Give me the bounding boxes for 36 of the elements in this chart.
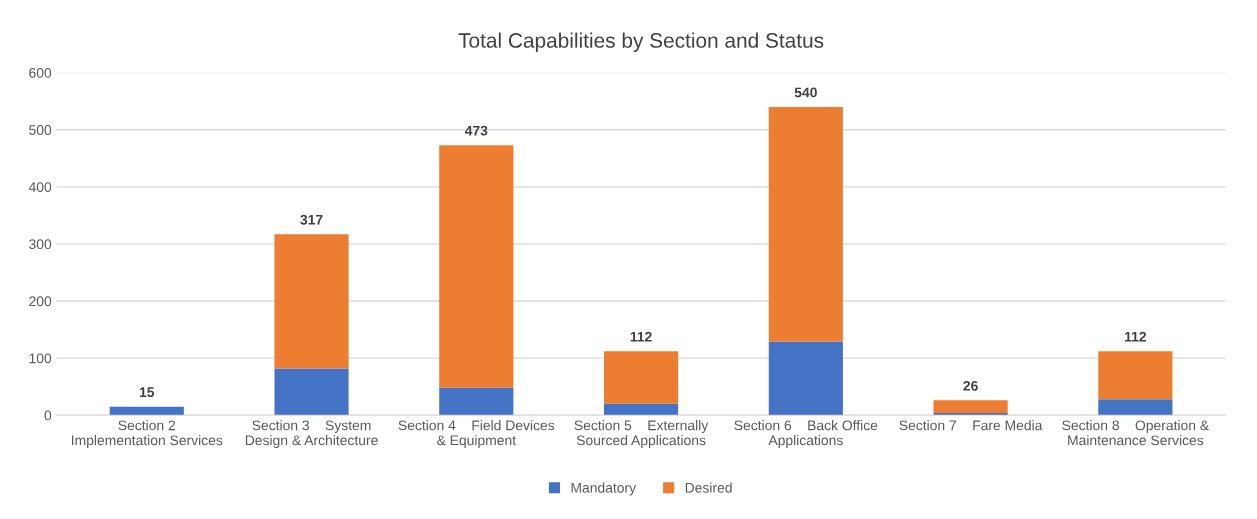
y-tick-label: 500 — [29, 125, 52, 135]
bar — [274, 234, 349, 369]
y-tick-label: 200 — [29, 296, 52, 307]
bar — [768, 106, 843, 342]
y-tick-label: 300 — [29, 239, 52, 250]
x-tick-label: Section 5 Externally Sourced Applications — [574, 420, 709, 448]
x-tick-label: Section 3 System Design & Architecture — [245, 420, 378, 448]
chart-title: Total Capabilities by Section and Status — [458, 32, 824, 52]
total-label: 26 — [963, 380, 978, 391]
total-label: 112 — [630, 331, 652, 342]
total-label: 15 — [139, 387, 155, 398]
x-tick-label: Section 8 Operation & Maintenance Services — [1062, 420, 1209, 446]
y-tick-label: 0 — [44, 410, 52, 421]
bar — [109, 406, 184, 416]
bar — [439, 387, 514, 416]
y-tick-label: 400 — [28, 182, 52, 193]
bar — [604, 403, 679, 416]
bar — [768, 341, 843, 416]
x-tick-label: Section 2 Implementation Services — [72, 420, 223, 448]
bar — [274, 368, 349, 416]
x-tick-label: Section 7 Fare Media — [899, 420, 1043, 431]
x-tick-label: Section 4 Field Devices & Equipment — [398, 420, 555, 448]
bar — [1098, 351, 1173, 400]
total-label: 473 — [464, 125, 488, 136]
y-tick-label: 600 — [29, 67, 52, 78]
legend-label: Desired — [685, 482, 732, 493]
y-tick-label: 100 — [29, 353, 52, 364]
bar — [439, 145, 514, 388]
bar — [604, 351, 679, 404]
total-label: 112 — [1125, 331, 1147, 342]
x-tick-label: Section 6 Back Office Applications — [734, 420, 878, 448]
total-label: 540 — [794, 87, 817, 98]
legend-label: Mandatory — [571, 482, 637, 496]
bar — [1098, 399, 1173, 416]
bar — [933, 400, 1008, 413]
total-label: 317 — [300, 214, 323, 225]
